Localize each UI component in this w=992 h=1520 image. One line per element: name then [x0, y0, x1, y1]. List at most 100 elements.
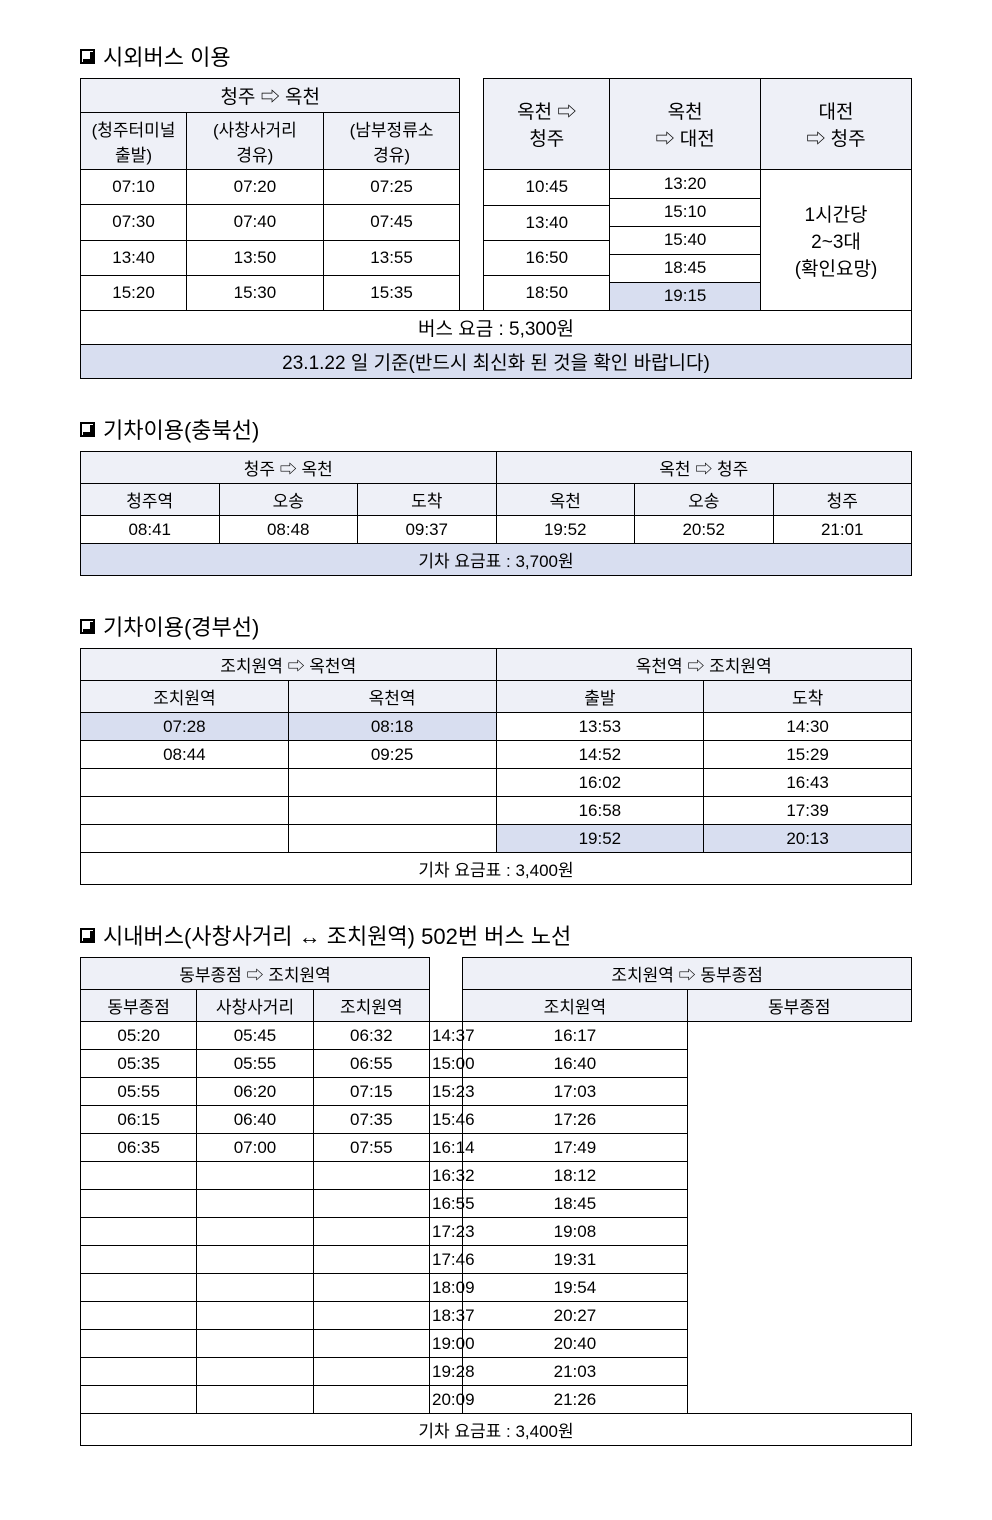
cell: 19:54: [463, 1274, 687, 1302]
cell: [313, 1274, 429, 1302]
rh-top: 옥천역 ⇨ 조치원역: [496, 649, 912, 681]
cell: 21:03: [463, 1358, 687, 1386]
cell: 14:30: [704, 713, 912, 741]
h: 청주역: [81, 484, 220, 516]
cell: 06:15: [81, 1106, 197, 1134]
cell: [81, 797, 289, 825]
cell: 06:35: [81, 1134, 197, 1162]
cell: [313, 1218, 429, 1246]
title-text: 기차이용(충북선): [103, 413, 259, 445]
cell: 13:40: [81, 240, 187, 275]
cell: 16:58: [496, 797, 704, 825]
rh-top: 조치원역 ⇨ 동부종점: [463, 958, 912, 990]
cell: 07:40: [187, 205, 324, 240]
cell: [197, 1302, 313, 1330]
intercity-bus-table: 청주 ⇨ 옥천 옥천 ⇨ 청주 옥천 ⇨ 대전 대전 ⇨ 청주 (청주터미널 출…: [80, 78, 912, 379]
right-col3: 1시간당 2~3대 (확인요망): [761, 170, 912, 311]
cell: [313, 1190, 429, 1218]
cell: [197, 1386, 313, 1414]
cell: 19:52: [496, 825, 704, 853]
cell: [81, 1190, 197, 1218]
cell: 15:23: [429, 1078, 462, 1106]
cell: 18:37: [429, 1302, 462, 1330]
cell: 19:52: [496, 516, 635, 544]
cell: 15:20: [81, 275, 187, 310]
cell: [81, 1358, 197, 1386]
cell: [81, 1386, 197, 1414]
h: 도착: [358, 484, 497, 516]
fare: 기차 요금표 : 3,400원: [81, 1414, 912, 1446]
cell: 17:26: [463, 1106, 687, 1134]
train-chungbuk-table: 청주 ⇨ 옥천 옥천 ⇨ 청주 청주역 오송 도착 옥천 오송 청주 08:41…: [80, 451, 912, 576]
cell: 19:00: [429, 1330, 462, 1358]
cell: 06:40: [197, 1106, 313, 1134]
cell: [81, 769, 289, 797]
cell: 15:00: [429, 1050, 462, 1078]
cell: 05:45: [197, 1022, 313, 1050]
cell: 16:17: [463, 1022, 687, 1050]
train-fare: 기차 요금표 : 3,400원: [81, 853, 912, 885]
left-top-header: 청주 ⇨ 옥천: [81, 79, 460, 113]
cell: [313, 1330, 429, 1358]
cell: [197, 1218, 313, 1246]
cell: 15:30: [187, 275, 324, 310]
cell: [81, 1274, 197, 1302]
cell: 19:31: [463, 1246, 687, 1274]
cell: 19:08: [463, 1218, 687, 1246]
cell: [313, 1246, 429, 1274]
h: 도착: [704, 681, 912, 713]
cell: 14:37: [429, 1022, 462, 1050]
cell: [81, 1330, 197, 1358]
cell: 07:00: [197, 1134, 313, 1162]
cell: 07:25: [323, 170, 460, 205]
square-icon: [80, 49, 95, 64]
cell: [313, 1162, 429, 1190]
cell: 07:20: [187, 170, 324, 205]
cell: 15:29: [704, 741, 912, 769]
cell: 15:10: [610, 198, 760, 226]
train-gyeongbu-table: 조치원역 ⇨ 옥천역 옥천역 ⇨ 조치원역 조치원역 옥천역 출발 도착 07:…: [80, 648, 912, 885]
cell: 17:39: [704, 797, 912, 825]
cell: 07:30: [81, 205, 187, 240]
cell: [197, 1162, 313, 1190]
h: 출발: [496, 681, 704, 713]
cell: 21:26: [463, 1386, 687, 1414]
cell: 07:15: [313, 1078, 429, 1106]
cell: 05:20: [81, 1022, 197, 1050]
cell: 17:49: [463, 1134, 687, 1162]
cell: [197, 1330, 313, 1358]
cell: 18:12: [463, 1162, 687, 1190]
cell: 16:02: [496, 769, 704, 797]
section-title: 시내버스(사창사거리 ↔ 조치원역) 502번 버스 노선: [80, 919, 912, 951]
cell: 17:46: [429, 1246, 462, 1274]
train-fare: 기차 요금표 : 3,700원: [81, 544, 912, 576]
lh3: (남부정류소 경유): [323, 113, 460, 170]
cell: 16:55: [429, 1190, 462, 1218]
h: 조치원역: [313, 990, 429, 1022]
cell: [313, 1358, 429, 1386]
cell: 14:52: [496, 741, 704, 769]
bus-note: 23.1.22 일 기준(반드시 최신화 된 것을 확인 바랍니다): [81, 345, 912, 379]
cell: 18:45: [610, 254, 760, 282]
square-icon: [80, 422, 95, 437]
cell: 07:55: [313, 1134, 429, 1162]
cell: 17:23: [429, 1218, 462, 1246]
square-icon: [80, 928, 95, 943]
cell: 18:50: [484, 275, 609, 310]
cell: 10:45: [484, 170, 609, 205]
cell: 16:32: [429, 1162, 462, 1190]
intercity-bus-section: 시외버스 이용 청주 ⇨ 옥천 옥천 ⇨ 청주 옥천 ⇨ 대전 대전 ⇨ 청주: [80, 40, 912, 379]
cell: 20:27: [463, 1302, 687, 1330]
cell: 19:15: [610, 282, 760, 310]
cell: 06:32: [313, 1022, 429, 1050]
cell: 18:09: [429, 1274, 462, 1302]
h: 옥천: [496, 484, 635, 516]
cell: [313, 1386, 429, 1414]
h: 동부종점: [687, 990, 911, 1022]
cell: [197, 1274, 313, 1302]
cell: 15:35: [323, 275, 460, 310]
lh-top: 청주 ⇨ 옥천: [81, 452, 497, 484]
cell: 13:50: [187, 240, 324, 275]
square-icon: [80, 619, 95, 634]
cell: [81, 1246, 197, 1274]
